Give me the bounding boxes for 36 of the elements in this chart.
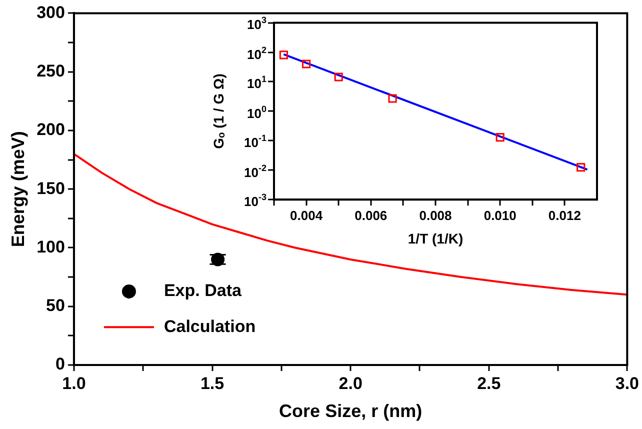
y-tick-label: 10$^{-1}$ xyxy=(244,133,266,150)
x-tick-label: 0.010 xyxy=(484,208,516,223)
y-tick-label: 0 xyxy=(55,354,65,374)
point xyxy=(279,50,288,60)
x-tick-label: 2.5 xyxy=(477,374,501,393)
point xyxy=(302,60,311,68)
point xyxy=(576,162,586,172)
y-tick-label: 300 xyxy=(36,2,65,22)
x-tick-label: 1.0 xyxy=(62,374,86,393)
x-tick-label: 0.012 xyxy=(548,208,581,223)
y-tick-label: 150 xyxy=(36,178,65,198)
y-tick-label: 250 xyxy=(36,62,65,81)
y-tick-label: 10$^{0}$ xyxy=(247,104,266,121)
y-tick-label: 50 xyxy=(46,296,65,316)
x-tick-label: 1.5 xyxy=(200,374,224,393)
legend-label: Exp. Data xyxy=(164,281,242,300)
y-tick-label: 10$^{-2}$ xyxy=(244,162,266,180)
y-tick-label: 10$^{-3}$ xyxy=(244,192,266,210)
y-tick-label: 200 xyxy=(36,120,65,140)
x-tick-label: 0.008 xyxy=(419,208,452,223)
x-tick-label: 0.004 xyxy=(290,208,324,223)
legend-label: Calculation xyxy=(164,316,256,336)
y-tick-label: 10$^{2}$ xyxy=(247,44,266,62)
point xyxy=(388,94,397,103)
y-tick-label: 10$^{1}$ xyxy=(247,74,266,92)
y-tick-label: 100 xyxy=(36,237,65,256)
point xyxy=(334,72,343,82)
y-axis-title: Gₒ (1 / G Ω) xyxy=(210,74,226,149)
x-tick-label: 2.0 xyxy=(338,374,362,393)
point xyxy=(496,133,504,142)
x-axis-title: Core Size, r (nm) xyxy=(279,401,422,422)
x-tick-label: 3.0 xyxy=(615,374,640,393)
x-tick-label: 0.006 xyxy=(354,208,388,223)
y-tick-label: 10$^{3}$ xyxy=(247,15,266,32)
x-axis-title: 1/T (1/K) xyxy=(408,230,464,246)
y-axis-title: Energy (meV) xyxy=(8,131,28,248)
